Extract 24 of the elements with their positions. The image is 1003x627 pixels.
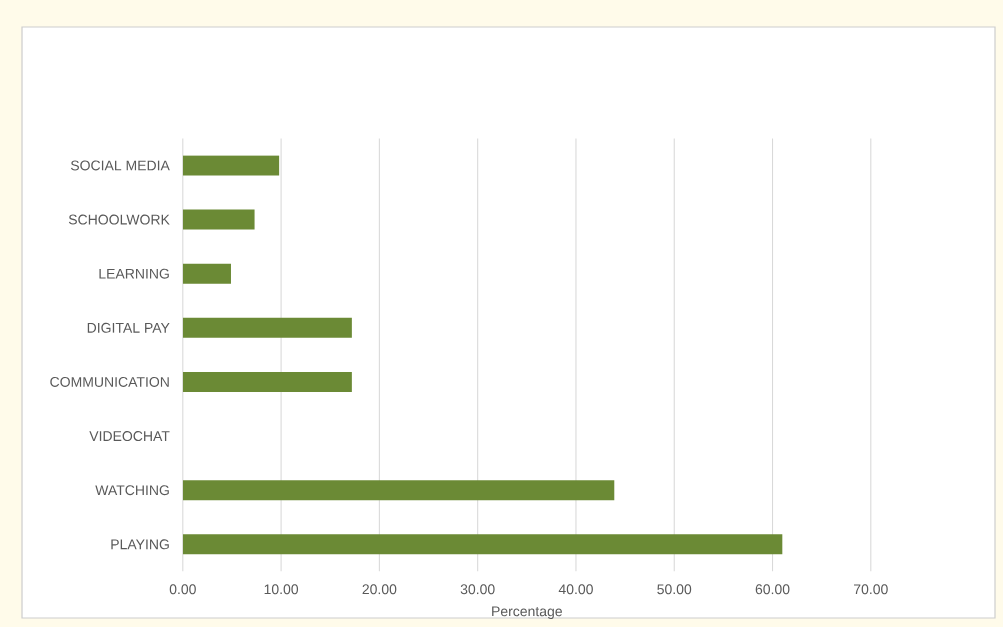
y-tick-label: SOCIAL MEDIA bbox=[70, 160, 170, 171]
x-tick-label: 30.00 bbox=[460, 584, 495, 595]
bar bbox=[182, 317, 352, 338]
x-axis-title: Percentage bbox=[492, 606, 562, 620]
x-tick-label: 50.00 bbox=[657, 584, 692, 595]
y-tick-label: WATCHING bbox=[95, 485, 169, 496]
x-tick-label: 20.00 bbox=[362, 584, 397, 595]
bar bbox=[182, 534, 783, 555]
x-tick-label: 40.00 bbox=[558, 584, 593, 595]
bar bbox=[182, 263, 231, 284]
x-tick-label: 0.00 bbox=[169, 584, 196, 595]
y-tick-label: VIDEOCHAT bbox=[89, 431, 170, 442]
bar bbox=[182, 371, 352, 392]
x-tick-label: 10.00 bbox=[264, 584, 299, 595]
y-tick-label: DIGITAL PAY bbox=[87, 322, 170, 333]
y-tick-label: PLAYING bbox=[111, 539, 169, 550]
x-tick-label: 60.00 bbox=[755, 584, 790, 595]
y-tick-label: COMMUNICATION bbox=[50, 376, 169, 387]
y-tick-label: LEARNING bbox=[99, 268, 169, 279]
bar bbox=[182, 209, 255, 230]
y-tick-label: SCHOOLWORK bbox=[68, 214, 170, 225]
bar bbox=[182, 155, 280, 176]
x-tick-label: 70.00 bbox=[854, 584, 888, 595]
bar bbox=[182, 480, 615, 501]
